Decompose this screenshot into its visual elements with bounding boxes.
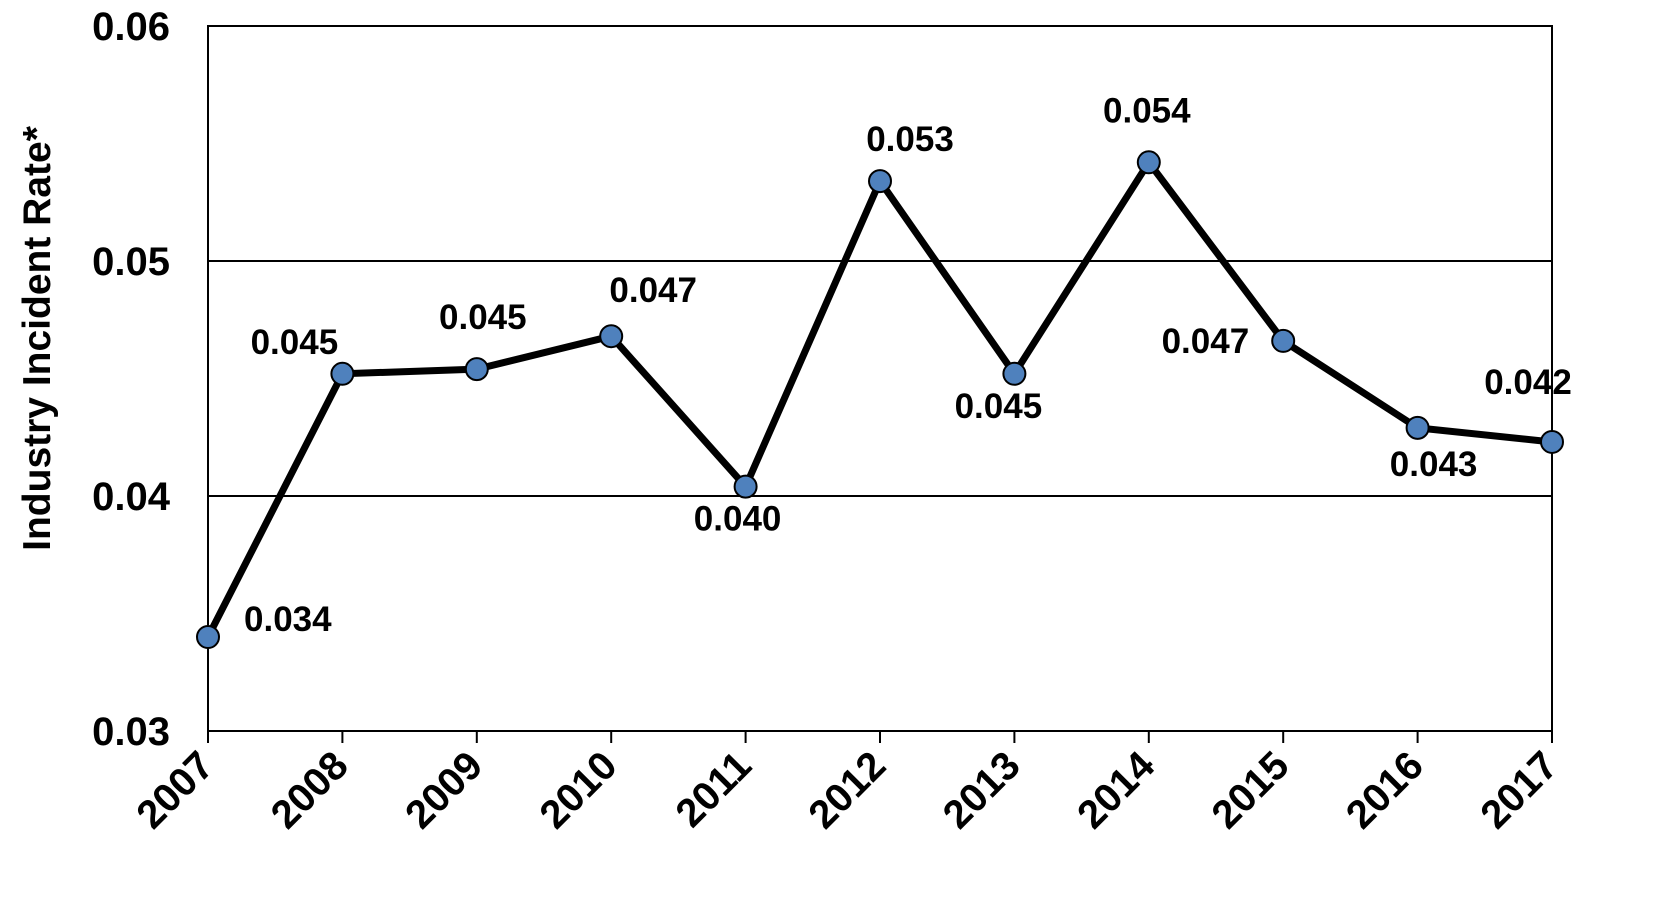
data-point [1002, 361, 1027, 386]
series-line [204, 156, 1553, 639]
x-tick-label: 2011 [667, 743, 759, 835]
y-tick-label: 0.06 [92, 5, 170, 49]
y-axis-tick-labels: 0.03 0.04 0.05 0.06 [92, 5, 171, 754]
data-label: 0.045 [439, 298, 527, 337]
data-point [464, 357, 489, 382]
data-label: 0.045 [251, 323, 339, 362]
x-axis-ticks [207, 731, 1553, 743]
y-axis-title: Industry Incident Rate* [16, 125, 59, 551]
data-point-markers [196, 150, 1564, 649]
x-tick-label: 2015 [1204, 743, 1298, 837]
x-tick-label: 2008 [263, 743, 357, 837]
data-label: 0.054 [1103, 91, 1191, 130]
gridlines [208, 260, 1552, 497]
data-point [1405, 415, 1430, 440]
data-point [196, 625, 220, 649]
x-axis-tick-labels: 2007 2008 2009 2010 2011 2012 2013 2014 2015 2016… [128, 743, 1566, 838]
y-tick-label: 0.03 [92, 710, 170, 754]
data-point [1540, 429, 1564, 454]
data-label: 0.047 [609, 271, 697, 310]
data-label: 0.042 [1484, 363, 1572, 402]
data-point [868, 169, 892, 194]
x-tick-label: 2017 [1472, 743, 1566, 837]
data-label: 0.047 [1162, 322, 1250, 361]
data-label: 0.043 [1390, 445, 1478, 484]
data-labels: 0.034 0.045 0.045 0.047 0.040 0.053 0.045 0.054… [244, 91, 1572, 639]
data-label: 0.053 [866, 120, 954, 159]
data-label: 0.040 [694, 500, 782, 539]
data-point [330, 361, 355, 386]
x-tick-label: 2014 [1069, 743, 1164, 838]
data-point [1136, 150, 1161, 175]
data-label: 0.034 [244, 600, 332, 639]
x-tick-label: 2007 [128, 743, 222, 837]
x-tick-label: 2016 [1338, 743, 1432, 837]
data-point [599, 324, 624, 349]
x-tick-label: 2012 [800, 743, 894, 837]
x-tick-label: 2009 [397, 743, 491, 837]
x-tick-label: 2010 [532, 743, 626, 837]
x-tick-label: 2013 [935, 743, 1029, 837]
data-point [733, 474, 758, 499]
y-tick-label: 0.05 [92, 240, 170, 284]
data-label: 0.045 [955, 387, 1043, 426]
data-point [1271, 328, 1296, 353]
y-tick-label: 0.04 [92, 475, 171, 519]
